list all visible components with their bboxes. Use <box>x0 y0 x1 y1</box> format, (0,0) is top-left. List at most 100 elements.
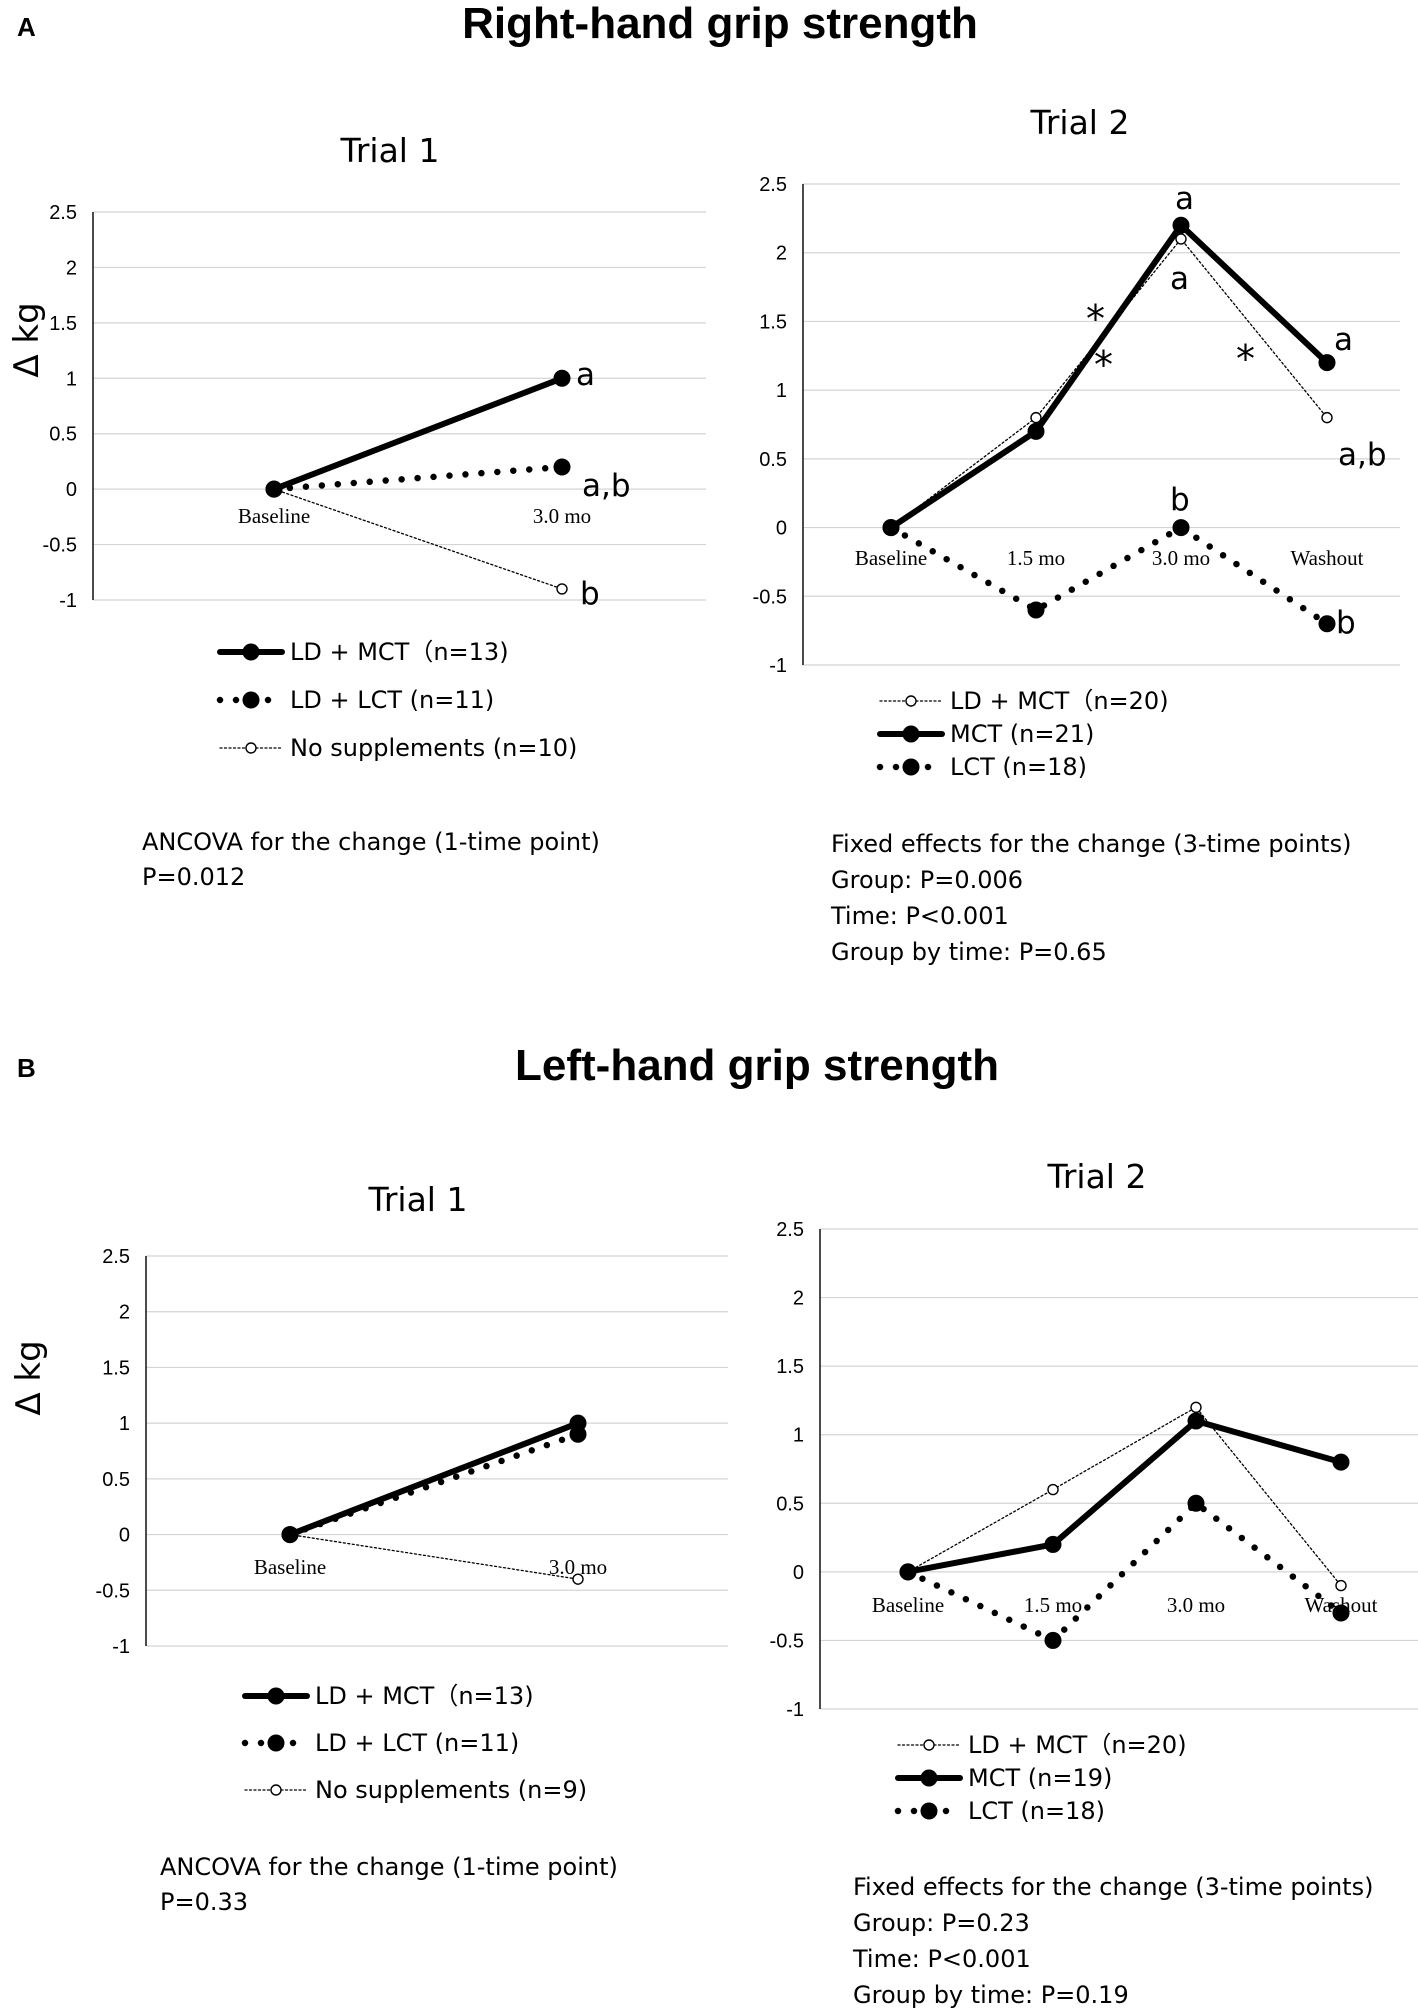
data-point <box>1318 354 1336 372</box>
series-solid <box>899 1412 1350 1581</box>
legend-marker <box>242 643 260 661</box>
x-category-label: 3.0 mo <box>1167 1593 1225 1617</box>
legend-label: LD + MCT（n=13) <box>315 1682 534 1710</box>
chart-title: Trial 1 <box>368 1180 468 1219</box>
chart-title: Trial 2 <box>1047 1157 1147 1196</box>
stats-line: Group by time: P=0.65 <box>831 938 1107 966</box>
data-point <box>1335 1579 1347 1592</box>
y-tick-label: 0.5 <box>102 1469 130 1491</box>
data-point <box>556 583 568 595</box>
y-tick-label: 0 <box>66 479 77 501</box>
y-tick-label: -1 <box>112 1636 130 1658</box>
y-tick-label: 2.5 <box>759 174 787 196</box>
series-thin <box>284 1528 584 1585</box>
panel-title: Right-hand grip strength <box>462 0 978 48</box>
stats-line: P=0.33 <box>160 1888 248 1916</box>
legend: LD + MCT（n=20) MCT (n=21) LCT (n=18) <box>876 687 1169 781</box>
legend-marker <box>905 695 917 707</box>
legend-label: LD + LCT (n=11) <box>315 1729 519 1757</box>
data-point <box>1047 1483 1059 1496</box>
stats-line: Fixed effects for the change (3-time poi… <box>853 1873 1373 1901</box>
y-tick-label: -1 <box>769 655 787 677</box>
data-point <box>1187 1412 1205 1430</box>
y-tick-label: 2 <box>119 1302 130 1324</box>
series-line <box>888 222 1330 531</box>
y-tick-label: -1 <box>786 1699 804 1721</box>
x-category-label: Baseline <box>855 546 927 570</box>
series-line <box>905 1418 1344 1575</box>
data-point <box>1190 1401 1202 1413</box>
significance-annotation: * <box>1236 337 1255 381</box>
significance-annotation: * <box>1094 343 1113 387</box>
legend-label: LD + MCT（n=20) <box>950 687 1169 715</box>
stats-text: ANCOVA for the change (1-time point) P=0… <box>142 828 600 891</box>
legend-label: MCT (n=19) <box>968 1764 1112 1792</box>
y-tick-label: 2.5 <box>102 1246 130 1268</box>
x-category-label: 1.5 mo <box>1007 546 1065 570</box>
y-tick-label: -1 <box>59 590 77 612</box>
data-point <box>281 1526 299 1544</box>
data-point <box>882 519 900 537</box>
y-tick-label: 1.5 <box>102 1357 130 1379</box>
y-tick-label: 2 <box>793 1288 804 1310</box>
panel-letter: B <box>17 1053 36 1083</box>
data-point <box>572 1573 584 1585</box>
y-tick-label: 2 <box>66 257 77 279</box>
y-axis-label: Δ kg <box>7 302 47 377</box>
x-category-label: 1.5 mo <box>1024 1593 1082 1617</box>
y-tick-label: 1.5 <box>759 311 787 333</box>
y-tick-label: 1 <box>66 368 77 390</box>
chart-title: Trial 2 <box>1030 103 1130 142</box>
y-tick-label: 2 <box>776 243 787 265</box>
legend-marker <box>267 1734 285 1752</box>
data-point <box>1044 1535 1062 1553</box>
series-dotted <box>281 1425 587 1544</box>
data-point <box>1030 411 1042 424</box>
legend-marker <box>245 742 257 754</box>
series-line <box>904 1500 1345 1644</box>
significance-annotation: a <box>1170 261 1189 297</box>
stats-line: P=0.012 <box>142 863 245 891</box>
y-tick-label: 2.5 <box>49 202 77 224</box>
data-point <box>1332 1604 1350 1622</box>
data-point <box>899 1563 917 1581</box>
legend: LD + MCT（n=13) LD + LCT (n=11) No suppleme… <box>216 638 577 762</box>
y-tick-label: 1.5 <box>49 313 77 335</box>
data-point <box>553 369 571 387</box>
y-tick-label: 1 <box>793 1425 804 1447</box>
stats-line: ANCOVA for the change (1-time point) <box>142 828 600 856</box>
legend-marker <box>920 1769 938 1787</box>
legend-marker <box>923 1739 935 1751</box>
series-line <box>271 375 565 493</box>
stats-text: ANCOVA for the change (1-time point) P=0… <box>160 1853 618 1916</box>
legend-marker <box>902 725 920 743</box>
y-tick-label: -0.5 <box>96 1580 130 1602</box>
legend: LD + MCT（n=20) MCT (n=19) LCT (n=18) <box>894 1731 1187 1825</box>
y-tick-label: 2.5 <box>776 1219 804 1241</box>
significance-annotation: a,b <box>582 468 631 504</box>
series-dotted <box>265 458 571 498</box>
chart-a-trial-2: Trial 2 2.5 2 1.5 1 0.5 0 -0.5 -1 Baseline 1.5 mo 3… <box>753 103 1400 966</box>
data-point <box>1172 519 1190 537</box>
stats-line: Time: P<0.001 <box>830 902 1009 930</box>
data-point <box>1332 1453 1350 1471</box>
y-axis-label: Δ kg <box>9 1340 49 1415</box>
y-tick-label: 0 <box>793 1562 804 1584</box>
chart-title: Trial 1 <box>340 131 440 170</box>
x-category-label: Baseline <box>254 1555 326 1579</box>
data-point <box>1027 601 1045 619</box>
legend-label: No supplements (n=9) <box>315 1776 587 1804</box>
series-line <box>907 1406 1342 1587</box>
data-point <box>1318 615 1336 633</box>
legend: LD + MCT（n=13) LD + LCT (n=11) No suppleme… <box>241 1682 587 1804</box>
series-line <box>887 524 1331 628</box>
series-line <box>287 1420 581 1538</box>
significance-annotation: b <box>1170 482 1190 518</box>
panel-title: Left-hand grip strength <box>515 1041 999 1090</box>
y-tick-label: 1 <box>119 1413 130 1435</box>
y-tick-label: 1 <box>776 380 787 402</box>
significance-annotation: a <box>576 357 595 393</box>
data-point <box>1175 233 1187 245</box>
significance-annotation: a <box>1334 322 1353 358</box>
